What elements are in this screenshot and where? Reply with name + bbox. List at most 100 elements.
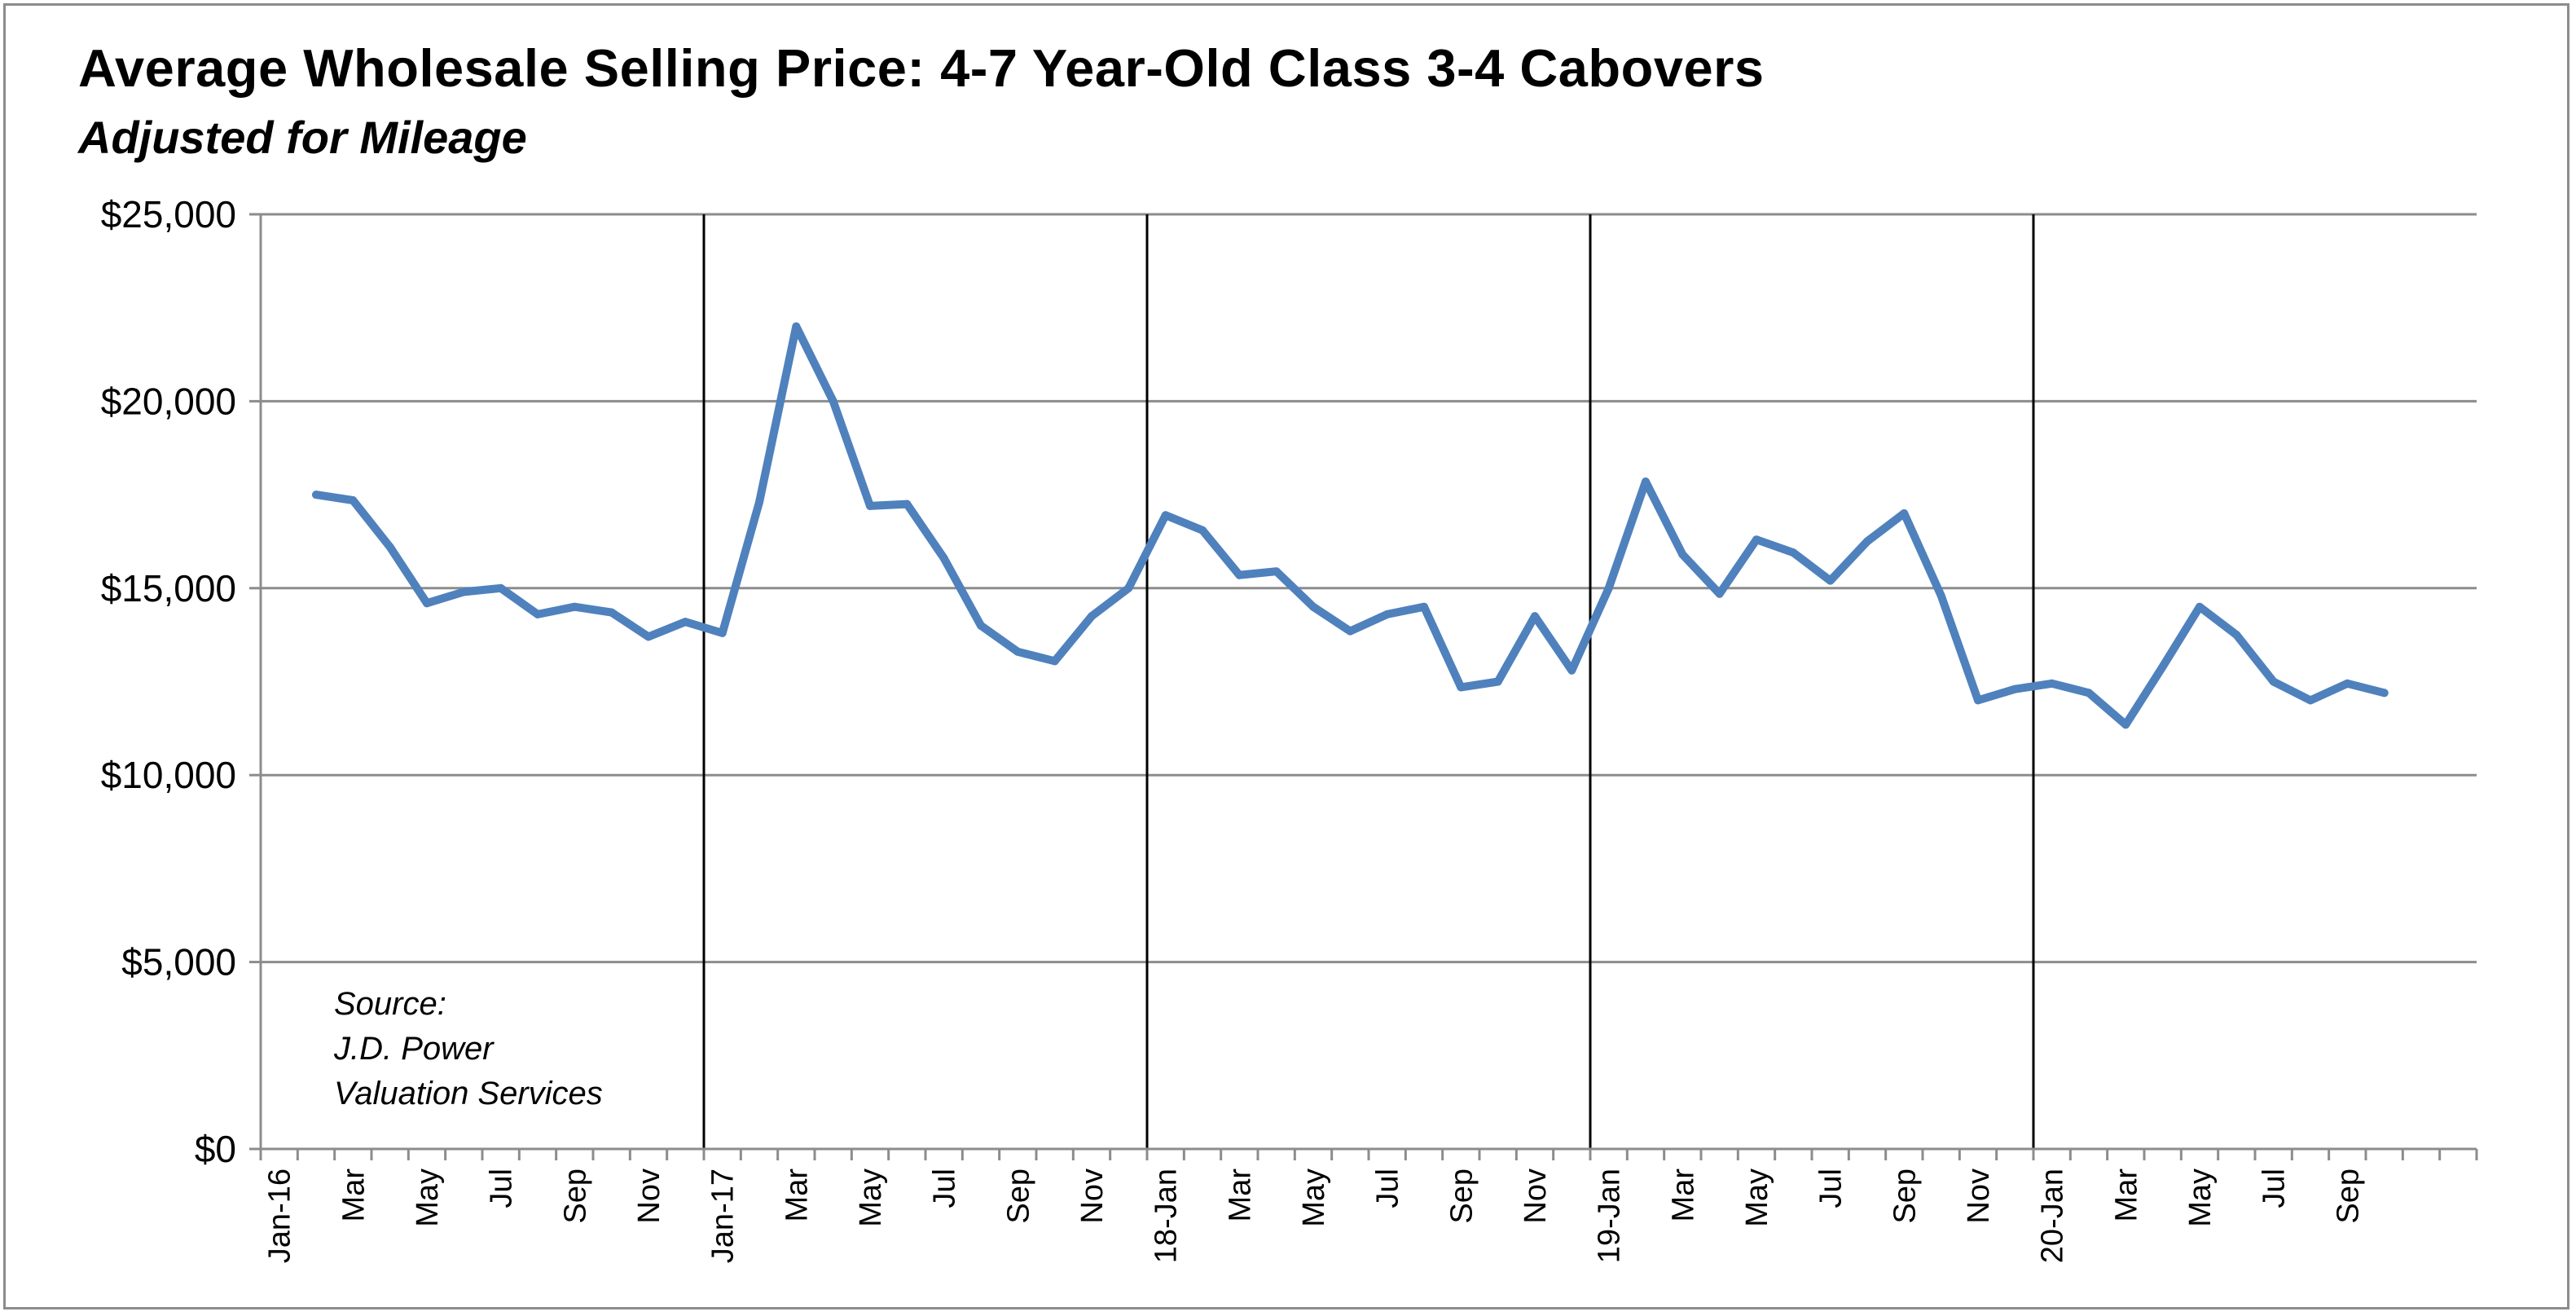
data-point — [1900, 509, 1909, 517]
data-point — [1715, 589, 1724, 598]
data-point — [423, 599, 431, 608]
x-tick-label: Nov — [1075, 1169, 1110, 1224]
x-tick-label: Sep — [558, 1169, 592, 1224]
data-point — [1383, 610, 1391, 618]
data-point — [1124, 583, 1133, 592]
data-point — [1272, 567, 1281, 576]
data-point — [1642, 478, 1650, 486]
data-point — [2047, 679, 2056, 688]
data-point — [681, 618, 690, 627]
x-tick-label: Mar — [1666, 1169, 1700, 1222]
y-tick-label: $25,000 — [101, 193, 236, 235]
data-point — [1567, 666, 1576, 675]
source-note-line: Source: — [334, 986, 446, 1022]
data-point — [718, 628, 727, 637]
x-tick-label: Mar — [336, 1169, 371, 1222]
x-tick-label: Mar — [780, 1169, 814, 1222]
data-point — [1789, 548, 1798, 557]
x-tick-label: Nov — [1962, 1169, 1996, 1224]
data-point — [977, 621, 985, 630]
source-note: Source: J.D. Power Valuation Services — [333, 986, 603, 1111]
data-point — [1198, 526, 1207, 535]
chart-title: Average Wholesale Selling Price: 4-7 Yea… — [78, 38, 1765, 98]
data-point — [1013, 647, 1022, 656]
x-tick-label: Sep — [2331, 1169, 2365, 1224]
data-point — [829, 397, 837, 406]
x-tick-label: May — [2183, 1169, 2218, 1227]
source-note-line: Valuation Services — [334, 1076, 603, 1111]
x-tick-label: Jan-17 — [706, 1169, 741, 1263]
data-point — [1678, 550, 1687, 559]
x-tick-label: Sep — [1444, 1169, 1479, 1224]
y-tick-labels: $0 $5,000 $10,000 $15,000 $20,000 $25,000 — [101, 193, 236, 1170]
data-point — [1974, 696, 1982, 705]
year-dividers — [702, 214, 2035, 1149]
data-point — [1457, 683, 1466, 692]
data-point — [939, 554, 948, 563]
x-tick-label: Jan-16 — [263, 1169, 297, 1263]
x-tick-label: 19-Jan — [1593, 1169, 1627, 1263]
data-point — [312, 491, 320, 500]
data-point — [2306, 696, 2314, 705]
data-point — [2196, 602, 2204, 611]
x-tick-label: May — [1297, 1169, 1331, 1227]
y-tick-label: $5,000 — [121, 941, 236, 984]
series-line — [312, 322, 2389, 729]
data-point — [1752, 535, 1761, 544]
data-point — [459, 588, 468, 596]
data-point — [1346, 627, 1355, 636]
y-tick-label: $15,000 — [101, 567, 236, 610]
data-point — [1531, 612, 1539, 621]
source-note-line: J.D. Power — [333, 1031, 495, 1067]
x-tick-label: Jul — [485, 1169, 519, 1208]
data-point — [1050, 657, 1059, 666]
data-point — [755, 498, 763, 507]
x-tick-label: Sep — [1888, 1169, 1922, 1224]
data-point — [570, 602, 579, 611]
data-point — [2158, 662, 2167, 671]
data-point — [1493, 677, 1502, 686]
x-tick-label: Nov — [1519, 1169, 1553, 1224]
x-tick-labels: Jan-16 Mar May Jul Sep Nov Jan-17 Mar May Jul Sep N… — [263, 1169, 2366, 1264]
x-tick-label: Nov — [632, 1169, 666, 1224]
x-tick-label: Jul — [928, 1169, 962, 1208]
data-point — [866, 501, 874, 510]
data-point — [534, 610, 542, 618]
y-tick-label: $20,000 — [101, 380, 236, 422]
x-tick-label: May — [411, 1169, 445, 1227]
data-point — [2085, 689, 2093, 698]
data-point — [1161, 511, 1170, 520]
data-point — [2011, 684, 2020, 693]
x-tick-label: May — [854, 1169, 888, 1227]
x-tick-label: Jul — [1371, 1169, 1405, 1208]
data-point — [1235, 570, 1244, 579]
y-tick-label: $10,000 — [101, 754, 236, 796]
y-tick-label: $0 — [195, 1128, 236, 1170]
data-point — [792, 322, 801, 331]
axes — [249, 213, 2478, 1160]
data-point — [1604, 583, 1613, 592]
data-point — [1309, 602, 1317, 611]
x-tick-label: Jul — [2257, 1169, 2292, 1208]
data-point — [496, 583, 505, 592]
chart-subtitle: Adjusted for Mileage — [78, 112, 527, 163]
x-tick-label: Mar — [2109, 1169, 2143, 1222]
chart-frame — [3, 3, 2569, 1309]
series-group — [312, 322, 2389, 729]
data-point — [2121, 720, 2130, 729]
data-point — [1826, 576, 1835, 585]
data-point — [607, 608, 616, 617]
gridlines — [261, 213, 2477, 964]
data-point — [2232, 631, 2241, 640]
data-point — [644, 632, 653, 641]
data-point — [385, 543, 394, 552]
data-point — [1863, 537, 1871, 546]
data-point — [2380, 689, 2389, 698]
x-tick-label: May — [1740, 1169, 1774, 1227]
x-tick-label: Mar — [1223, 1169, 1257, 1222]
x-tick-label: Jul — [1814, 1169, 1848, 1208]
x-tick-label: 18-Jan — [1150, 1169, 1184, 1263]
data-point — [903, 500, 912, 508]
x-tick-label: Sep — [1001, 1169, 1035, 1224]
